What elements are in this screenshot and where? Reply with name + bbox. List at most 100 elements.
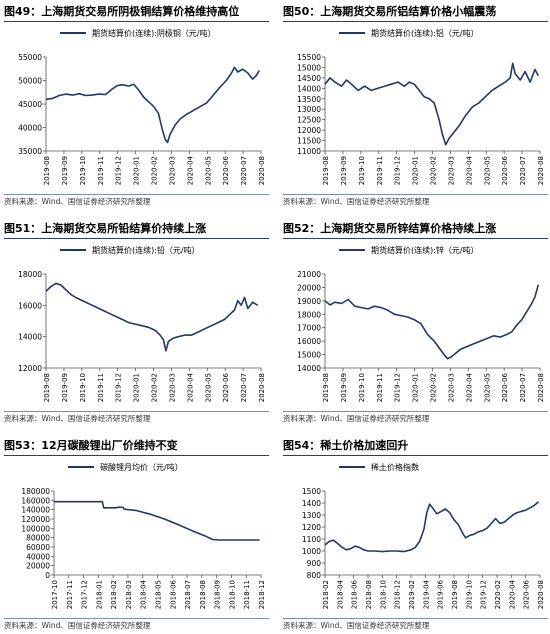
y-tick-label: 180000 (21, 487, 50, 496)
y-tick-label: 900 (307, 559, 322, 568)
x-tick-label: 2019-10 (358, 373, 366, 402)
chart-lead: 期货结算价(连续):铅（元/吨） 12000 14000 16000 18000 2019… (18, 245, 266, 402)
y-tick-label: 140000 (21, 506, 50, 515)
y-tick-label: 60000 (26, 543, 50, 552)
panel-zinc: 图52：上海期货交易所锌结算价格持续上涨 期货结算价(连续):锌（元/吨） 140… (283, 220, 548, 425)
x-tick-label: 2020-04 (186, 155, 194, 185)
x-tick-label: 2020-05 (483, 373, 491, 402)
series-line (324, 501, 540, 553)
series-line (45, 282, 259, 352)
x-tick-label: 2019-12 (115, 156, 123, 185)
y-tick-label: 21000 (297, 270, 321, 279)
x-tick-label: 2020-05 (483, 156, 491, 185)
legend: 期货结算价(连续):阴极铜（元/吨） (60, 28, 216, 38)
series-line (45, 66, 260, 144)
source-note: 资料来源：Wind、国信证券经济研究所整理 (4, 411, 269, 425)
x-tick-label: 2018-09 (214, 580, 222, 609)
x-tick-label: 2019-09 (61, 373, 69, 402)
panel-lead: 图51：上海期货交易所铅结算价持续上涨 期货结算价(连续):铅（元/吨） 1200… (4, 220, 269, 425)
x-tick-label: 2020-02 (430, 156, 438, 185)
y-tick-label: 15000 (297, 63, 321, 72)
y-tick-label: 120000 (21, 515, 50, 524)
x-tick-label: 2019-02 (408, 580, 416, 609)
y-tick-label: 17000 (297, 324, 321, 333)
source-note: 资料来源：Wind、国信证券经济研究所整理 (283, 618, 548, 632)
legend-label: 期货结算价(连续):铝（元/吨） (371, 28, 479, 38)
x-tick-label: 2020-08 (258, 373, 266, 402)
x-tick-label: 2020-03 (447, 156, 455, 185)
x-tick-label: 2020-02 (151, 156, 159, 185)
panel-title: 图50：上海期货交易所铝结算价格小幅震荡 (283, 3, 548, 22)
x-tick-label: 2020-07 (519, 156, 527, 185)
x-tick-label: 2018-02 (110, 580, 118, 609)
x-tick-label: 2019-08 (43, 156, 51, 185)
x-tick-label: 2019-11 (97, 156, 105, 185)
y-tick-label: 800 (307, 571, 322, 580)
x-tick-label: 2020-04 (508, 579, 516, 609)
x-tick-label: 2019-04 (422, 579, 430, 609)
y-tick-label: 50000 (18, 77, 42, 86)
x-tick-label: 2019-12 (394, 156, 402, 185)
x-tick-label: 2018-10 (228, 580, 236, 609)
x-tick-label: 2020-08 (258, 156, 266, 185)
y-tick-label: 1400 (302, 499, 321, 508)
x-tick-label: 2017-12 (81, 580, 89, 609)
y-tick-label: 18000 (18, 270, 42, 279)
y-tick-label: 12000 (297, 126, 321, 135)
y-tick-label: 1100 (302, 535, 321, 544)
x-tick-label: 2019-09 (340, 373, 348, 402)
y-tick-label: 15500 (297, 53, 321, 62)
x-tick-label: 2018-11 (243, 580, 251, 609)
x-tick-label: 2020-01 (133, 373, 141, 402)
y-tick-label: 11000 (297, 147, 321, 156)
x-tick-label: 2019-11 (376, 373, 384, 402)
legend: 期货结算价(连续):锌（元/吨） (339, 245, 479, 255)
x-tick-label: 2020-04 (186, 372, 194, 402)
panel-title: 图49：上海期货交易所阴极铜结算价格维持高位 (4, 3, 269, 22)
legend: 碳酸锂月均价（元/吨） (68, 462, 183, 472)
panel-aluminum: 图50：上海期货交易所铝结算价格小幅震荡 期货结算价(连续):铝（元/吨） 110… (283, 3, 548, 208)
x-tick-label: 2020-04 (465, 372, 473, 402)
y-tick-label: 1000 (302, 547, 321, 556)
y-tick-label: 13500 (297, 95, 321, 104)
y-tick-label: 1200 (302, 523, 321, 532)
x-tick-label: 2020-06 (222, 372, 230, 402)
legend-label: 期货结算价(连续):铅（元/吨） (92, 245, 200, 255)
source-note: 资料来源：Wind、国信证券经济研究所整理 (4, 618, 269, 632)
panel-title: 图53：12月碳酸锂出厂价维持不变 (4, 437, 269, 456)
x-tick-label: 2019-12 (115, 373, 123, 402)
x-tick-label: 2020-04 (465, 155, 473, 185)
legend-label: 期货结算价(连续):锌（元/吨） (371, 245, 479, 255)
panel-title: 图54：稀土价格加速回升 (283, 437, 548, 456)
y-tick-label: 12500 (297, 116, 321, 125)
y-tick-label: 16000 (297, 337, 321, 346)
x-tick-label: 2020-05 (204, 156, 212, 185)
x-tick-label: 2018-08 (365, 580, 373, 609)
x-tick-label: 2019-09 (340, 156, 348, 185)
y-tick-label: 16000 (18, 301, 42, 310)
x-tick-label: 2019-10 (465, 580, 473, 609)
y-tick-label: 55000 (18, 53, 42, 62)
y-tick-label: 13000 (297, 105, 321, 114)
source-note: 资料来源：Wind、国信证券经济研究所整理 (4, 194, 269, 208)
x-tick-label: 2018-01 (95, 580, 103, 609)
y-tick-label: 45000 (18, 100, 42, 109)
x-tick-label: 2020-03 (168, 373, 176, 402)
x-tick-label: 2019-08 (322, 156, 330, 185)
chart-lithium: 碳酸锂月均价（元/吨） 02000040000600008000010000012… (21, 462, 266, 609)
x-tick-label: 2018-06 (169, 579, 177, 609)
x-tick-label: 2019-11 (376, 156, 384, 185)
legend-label: 稀土价格指数 (371, 462, 419, 472)
source-note: 资料来源：Wind、国信证券经济研究所整理 (283, 194, 548, 208)
x-tick-label: 2018-12 (394, 580, 402, 609)
chart-rare-earth: 稀土价格指数 800 900 1000 1100 1200 1300 1400 1500 2018… (302, 462, 545, 609)
panel-rare-earth: 图54：稀土价格加速回升 稀土价格指数 800 900 1000 1100 1200 130… (283, 437, 548, 632)
x-tick-label: 2020-03 (168, 156, 176, 185)
y-tick-label: 0 (45, 571, 50, 580)
x-tick-label: 2019-10 (358, 156, 366, 185)
series-line (324, 62, 540, 146)
x-tick-label: 2019-10 (79, 156, 87, 185)
y-tick-label: 100000 (21, 524, 50, 533)
x-tick-label: 2017-10 (51, 580, 59, 609)
legend-label: 期货结算价(连续):阴极铜（元/吨） (92, 28, 216, 38)
